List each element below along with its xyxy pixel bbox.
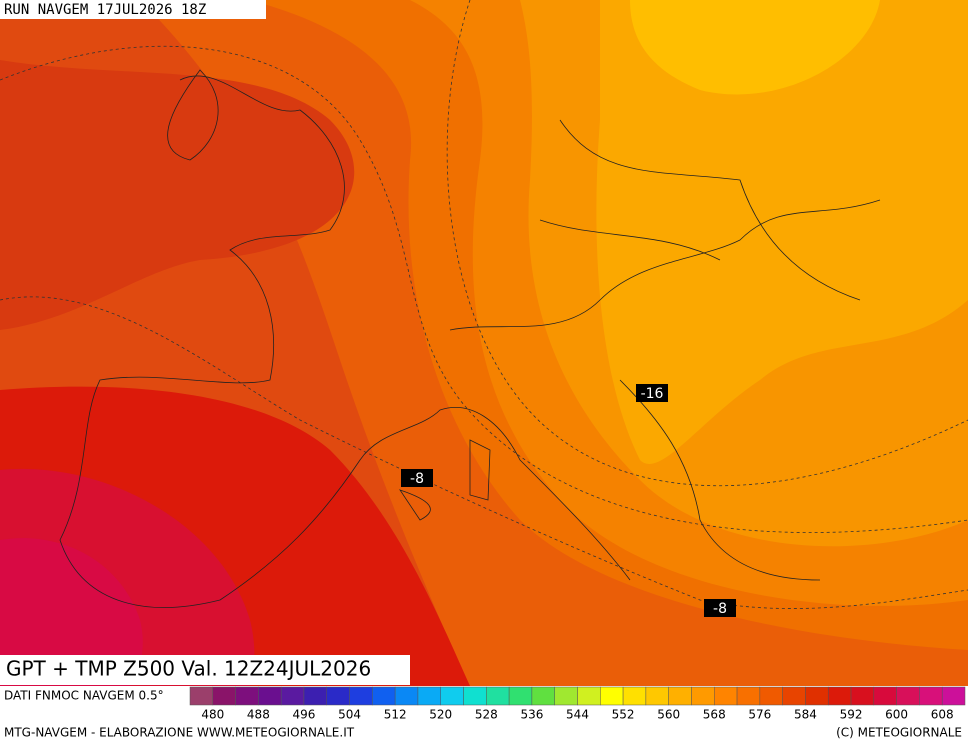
scale-swatch	[896, 686, 920, 706]
scale-swatch	[486, 686, 510, 706]
temp-band	[596, 0, 968, 464]
scale-swatch	[850, 686, 875, 706]
scale-swatch	[303, 686, 328, 706]
scale-swatch	[417, 686, 441, 706]
scale-swatch	[805, 686, 829, 706]
scale-swatch	[600, 686, 624, 706]
scale-swatch	[463, 686, 487, 706]
scale-swatch	[189, 686, 214, 706]
scale-tick-label: 608	[931, 708, 954, 722]
isotherm	[446, 0, 968, 487]
coastline	[59, 75, 631, 608]
scale-tick-label: 560	[657, 708, 680, 722]
border	[449, 119, 881, 581]
scale-tick-label: 504	[338, 708, 361, 722]
scale-swatch	[554, 686, 578, 706]
scale-tick-label: 520	[429, 708, 452, 722]
isotherm	[0, 296, 968, 609]
source-label: DATI FNMOC NAVGEM 0.5°	[4, 689, 164, 703]
run-label-box	[0, 0, 266, 19]
scale-swatch	[531, 686, 555, 706]
scale-swatch	[235, 686, 259, 706]
scale-swatch	[941, 686, 966, 706]
color-scale: 480 488 496 504 512 520 528 536 544 552 560 568 576 5…	[189, 686, 966, 722]
scale-swatch	[280, 686, 305, 706]
scale-tick-label: 576	[748, 708, 771, 722]
scale-tick-label: 480	[201, 708, 224, 722]
contour-label-box	[636, 384, 668, 402]
contour-label-box	[704, 599, 736, 617]
contour-label-box	[401, 469, 433, 487]
map: RUN NAVGEM 17JUL2026 18Z GPT + TMP Z500 …	[0, 0, 968, 686]
scale-tick-label: 488	[247, 708, 270, 722]
scale-swatch	[394, 686, 419, 706]
scale-swatch	[668, 686, 692, 706]
coastline	[167, 69, 491, 521]
title-box	[0, 655, 410, 685]
scale-swatch	[440, 686, 464, 706]
footer-right: (C) METEOGIORNALE	[836, 726, 962, 740]
scale-tick-label: 592	[840, 708, 863, 722]
scale-swatch	[919, 686, 943, 706]
scale-swatch	[349, 686, 373, 706]
scale-swatch	[326, 686, 350, 706]
scale-swatch	[212, 686, 236, 706]
footer-left: MTG-NAVGEM - ELABORAZIONE WWW.METEOGIORN…	[4, 726, 355, 740]
scale-tick-label: 544	[566, 708, 589, 722]
scale-swatch	[622, 686, 647, 706]
scale-swatch	[827, 686, 852, 706]
temp-band	[0, 538, 143, 686]
map-title: GPT + TMP Z500 Val. 12Z24JUL2026	[6, 657, 371, 681]
scale-swatch	[645, 686, 669, 706]
scale-swatch	[759, 686, 783, 706]
scale-swatch	[258, 686, 282, 706]
contour-label: -8	[410, 471, 424, 487]
scale-tick-label: 568	[703, 708, 726, 722]
contour-label: -16	[641, 386, 664, 402]
scale-tick-label: 496	[293, 708, 316, 722]
scale-tick-label: 600	[885, 708, 908, 722]
scale-tick-label: 528	[475, 708, 498, 722]
scale-swatch	[508, 686, 533, 706]
contour-label: -8	[713, 601, 727, 617]
scale-swatch	[577, 686, 601, 706]
isotherm	[0, 45, 968, 533]
scale-tick-label: 536	[520, 708, 543, 722]
scale-tick-label: 512	[384, 708, 407, 722]
scale-tick-label: 584	[794, 708, 817, 722]
contour-labels: -16 -8 -8	[401, 384, 736, 617]
scale-swatch	[372, 686, 396, 706]
scale-tick-label: 552	[612, 708, 635, 722]
temp-band	[0, 60, 355, 330]
scale-swatch	[714, 686, 738, 706]
temp-band	[630, 0, 880, 95]
scale-swatch	[873, 686, 897, 706]
scale-swatch	[691, 686, 715, 706]
scale-swatch	[736, 686, 761, 706]
scale-swatch	[782, 686, 806, 706]
run-label: RUN NAVGEM 17JUL2026 18Z	[4, 2, 206, 18]
